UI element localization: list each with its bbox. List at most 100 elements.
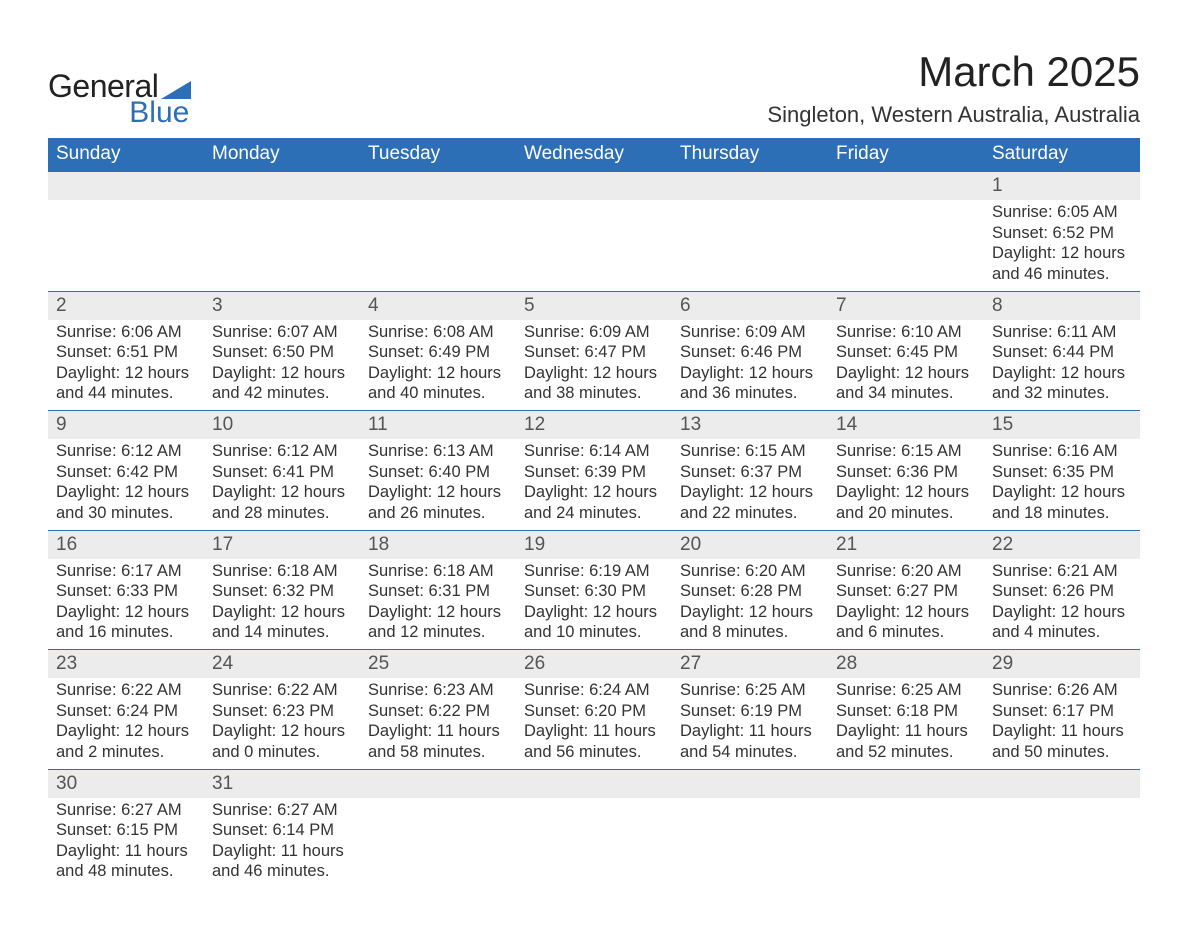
day-number: 28: [828, 650, 984, 678]
title-block: March 2025 Singleton, Western Australia,…: [767, 48, 1140, 128]
day-detail-text: Sunrise: 6:27 AMSunset: 6:14 PMDaylight:…: [204, 798, 360, 889]
day-detail-text: Sunrise: 6:07 AMSunset: 6:50 PMDaylight:…: [204, 320, 360, 411]
day-detail-cell: Sunrise: 6:13 AMSunset: 6:40 PMDaylight:…: [360, 439, 516, 530]
day-detail-text: Sunrise: 6:15 AMSunset: 6:37 PMDaylight:…: [672, 439, 828, 530]
day-detail-cell: [828, 798, 984, 889]
day-detail-row: Sunrise: 6:17 AMSunset: 6:33 PMDaylight:…: [48, 559, 1140, 650]
day-number-cell: 30: [48, 769, 204, 798]
day-number: 15: [984, 411, 1140, 439]
day-detail-cell: Sunrise: 6:27 AMSunset: 6:14 PMDaylight:…: [204, 798, 360, 889]
day-number-cell: 20: [672, 530, 828, 559]
day-number-row: 3031: [48, 769, 1140, 798]
day-detail-cell: [204, 200, 360, 291]
day-number-cell: 7: [828, 291, 984, 320]
day-number-cell: [516, 769, 672, 798]
day-number-cell: 10: [204, 411, 360, 440]
day-number: 10: [204, 411, 360, 439]
day-detail-text: Sunrise: 6:08 AMSunset: 6:49 PMDaylight:…: [360, 320, 516, 411]
weekday-header: Wednesday: [516, 138, 672, 172]
day-detail-cell: Sunrise: 6:17 AMSunset: 6:33 PMDaylight:…: [48, 559, 204, 650]
day-number: 23: [48, 650, 204, 678]
day-detail-cell: Sunrise: 6:25 AMSunset: 6:19 PMDaylight:…: [672, 678, 828, 769]
location-subtitle: Singleton, Western Australia, Australia: [767, 102, 1140, 128]
day-number-cell: 8: [984, 291, 1140, 320]
day-number-cell: [672, 172, 828, 201]
day-number: 9: [48, 411, 204, 439]
day-number-cell: 16: [48, 530, 204, 559]
day-number: 7: [828, 292, 984, 320]
day-number-cell: 24: [204, 650, 360, 679]
day-number-cell: 29: [984, 650, 1140, 679]
day-detail-text: Sunrise: 6:11 AMSunset: 6:44 PMDaylight:…: [984, 320, 1140, 411]
day-detail-text: Sunrise: 6:25 AMSunset: 6:18 PMDaylight:…: [828, 678, 984, 769]
day-number-cell: 13: [672, 411, 828, 440]
day-detail-cell: [672, 798, 828, 889]
day-detail-cell: [984, 798, 1140, 889]
weekday-header: Sunday: [48, 138, 204, 172]
day-number-cell: [204, 172, 360, 201]
day-number-row: 9101112131415: [48, 411, 1140, 440]
day-detail-text: Sunrise: 6:05 AMSunset: 6:52 PMDaylight:…: [984, 200, 1140, 291]
day-detail-text: Sunrise: 6:15 AMSunset: 6:36 PMDaylight:…: [828, 439, 984, 530]
day-detail-cell: Sunrise: 6:24 AMSunset: 6:20 PMDaylight:…: [516, 678, 672, 769]
day-number-cell: [672, 769, 828, 798]
day-number: 24: [204, 650, 360, 678]
day-detail-text: Sunrise: 6:22 AMSunset: 6:23 PMDaylight:…: [204, 678, 360, 769]
day-number-row: 16171819202122: [48, 530, 1140, 559]
day-detail-text: Sunrise: 6:09 AMSunset: 6:47 PMDaylight:…: [516, 320, 672, 411]
day-detail-text: Sunrise: 6:16 AMSunset: 6:35 PMDaylight:…: [984, 439, 1140, 530]
day-detail-text: Sunrise: 6:18 AMSunset: 6:32 PMDaylight:…: [204, 559, 360, 650]
logo: General Blue: [48, 70, 191, 128]
day-number-row: 1: [48, 172, 1140, 201]
weekday-header: Thursday: [672, 138, 828, 172]
day-detail-text: Sunrise: 6:25 AMSunset: 6:19 PMDaylight:…: [672, 678, 828, 769]
day-number: 2: [48, 292, 204, 320]
day-detail-cell: Sunrise: 6:22 AMSunset: 6:24 PMDaylight:…: [48, 678, 204, 769]
day-number: 13: [672, 411, 828, 439]
day-detail-cell: Sunrise: 6:09 AMSunset: 6:47 PMDaylight:…: [516, 320, 672, 411]
day-number-cell: 5: [516, 291, 672, 320]
day-detail-cell: Sunrise: 6:10 AMSunset: 6:45 PMDaylight:…: [828, 320, 984, 411]
day-detail-text: Sunrise: 6:18 AMSunset: 6:31 PMDaylight:…: [360, 559, 516, 650]
day-number-cell: 1: [984, 172, 1140, 201]
day-number-cell: 27: [672, 650, 828, 679]
day-detail-cell: [828, 200, 984, 291]
calendar-body: 1Sunrise: 6:05 AMSunset: 6:52 PMDaylight…: [48, 172, 1140, 889]
day-detail-cell: [516, 200, 672, 291]
day-number-cell: 4: [360, 291, 516, 320]
day-detail-text: Sunrise: 6:26 AMSunset: 6:17 PMDaylight:…: [984, 678, 1140, 769]
day-number: 26: [516, 650, 672, 678]
day-number: 18: [360, 531, 516, 559]
weekday-header: Saturday: [984, 138, 1140, 172]
day-detail-text: Sunrise: 6:22 AMSunset: 6:24 PMDaylight:…: [48, 678, 204, 769]
day-detail-text: Sunrise: 6:27 AMSunset: 6:15 PMDaylight:…: [48, 798, 204, 889]
day-detail-cell: Sunrise: 6:12 AMSunset: 6:41 PMDaylight:…: [204, 439, 360, 530]
day-number-cell: [360, 769, 516, 798]
day-number: 12: [516, 411, 672, 439]
day-number-cell: 21: [828, 530, 984, 559]
day-detail-text: Sunrise: 6:20 AMSunset: 6:28 PMDaylight:…: [672, 559, 828, 650]
day-number: 5: [516, 292, 672, 320]
day-number-row: 23242526272829: [48, 650, 1140, 679]
day-number: 3: [204, 292, 360, 320]
day-number-cell: 17: [204, 530, 360, 559]
day-number-cell: 19: [516, 530, 672, 559]
day-detail-cell: Sunrise: 6:08 AMSunset: 6:49 PMDaylight:…: [360, 320, 516, 411]
day-detail-cell: [672, 200, 828, 291]
day-detail-cell: [360, 200, 516, 291]
day-detail-cell: Sunrise: 6:11 AMSunset: 6:44 PMDaylight:…: [984, 320, 1140, 411]
day-number: 19: [516, 531, 672, 559]
day-detail-cell: Sunrise: 6:05 AMSunset: 6:52 PMDaylight:…: [984, 200, 1140, 291]
day-number-row: 2345678: [48, 291, 1140, 320]
day-detail-text: Sunrise: 6:19 AMSunset: 6:30 PMDaylight:…: [516, 559, 672, 650]
day-number: 14: [828, 411, 984, 439]
day-number-cell: 14: [828, 411, 984, 440]
day-detail-text: Sunrise: 6:21 AMSunset: 6:26 PMDaylight:…: [984, 559, 1140, 650]
day-number: 11: [360, 411, 516, 439]
day-detail-text: Sunrise: 6:06 AMSunset: 6:51 PMDaylight:…: [48, 320, 204, 411]
day-detail-text: Sunrise: 6:14 AMSunset: 6:39 PMDaylight:…: [516, 439, 672, 530]
day-number: 8: [984, 292, 1140, 320]
day-number-cell: 12: [516, 411, 672, 440]
day-detail-row: Sunrise: 6:27 AMSunset: 6:15 PMDaylight:…: [48, 798, 1140, 889]
weekday-header: Tuesday: [360, 138, 516, 172]
